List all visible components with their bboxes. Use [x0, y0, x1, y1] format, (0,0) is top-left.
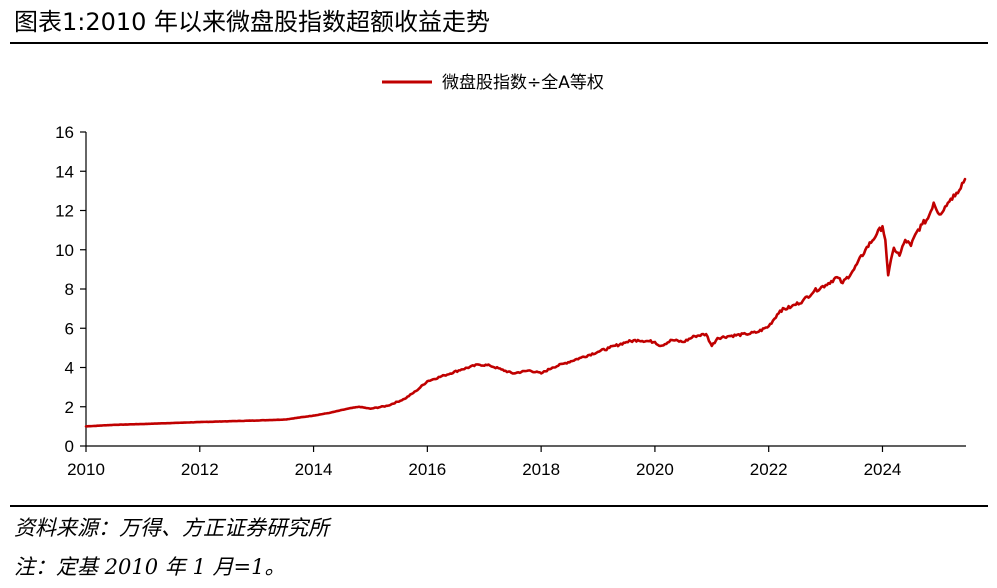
- series-line-micro-cap-over-equal-weight: [84, 177, 967, 428]
- y-tick-label: 0: [65, 437, 74, 456]
- source-divider: [10, 505, 988, 507]
- base-note: 注：定基 2010 年 1 月=1。: [14, 555, 286, 579]
- legend: 微盘股指数÷全A等权: [382, 73, 604, 93]
- x-tick-label: 2012: [181, 460, 219, 479]
- y-tick-label: 10: [55, 241, 74, 260]
- x-tick-label: 2018: [522, 460, 560, 479]
- x-tick-label: 2016: [408, 460, 446, 479]
- x-tick-label: 2020: [636, 460, 674, 479]
- y-tick-label: 16: [55, 123, 74, 142]
- figure-title: 图表1:2010 年以来微盘股指数超额收益走势: [14, 8, 491, 36]
- y-tick-label: 4: [65, 359, 74, 378]
- y-tick-label: 12: [55, 202, 74, 221]
- title-divider: [10, 42, 988, 44]
- x-tick-label: 2024: [864, 460, 902, 479]
- axes: [80, 131, 966, 452]
- tick-labels: 0 2 4 6 8 10 12 14 16 2010 2012 2014 2016 2018 2020 202…: [55, 123, 901, 479]
- legend-label: 微盘股指数÷全A等权: [442, 73, 604, 93]
- y-tick-label: 14: [55, 162, 74, 181]
- x-tick-label: 2014: [295, 460, 333, 479]
- source-note: 资料来源：万得、方正证券研究所: [14, 516, 329, 540]
- y-tick-label: 2: [65, 398, 74, 417]
- y-tick-label: 8: [65, 280, 74, 299]
- y-tick-label: 6: [65, 319, 74, 338]
- x-tick-label: 2010: [67, 460, 105, 479]
- excess-return-line-chart: 微盘股指数÷全A等权 0 2 4 6 8 10 12 14 16 2010 2012 2014 2016…: [55, 73, 967, 479]
- x-tick-label: 2022: [750, 460, 788, 479]
